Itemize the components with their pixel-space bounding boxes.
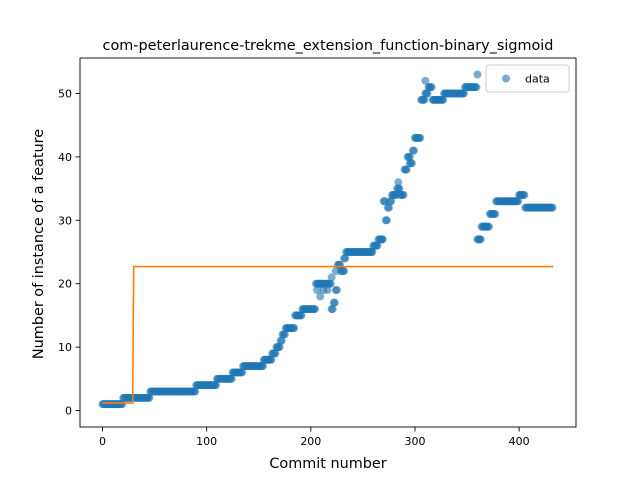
data-point (328, 305, 337, 314)
data-point (310, 305, 319, 314)
data-point (277, 336, 286, 345)
axes-frame (79, 57, 577, 428)
data-point (382, 216, 391, 225)
data-point (340, 267, 349, 276)
y-axis-label: Number of instance of a feature (31, 129, 47, 359)
data-point (514, 197, 523, 206)
data-point (420, 95, 429, 104)
data-point (517, 190, 526, 199)
fit-line (102, 265, 554, 404)
data-point (387, 197, 396, 206)
data-point (377, 235, 386, 244)
data-point (423, 89, 432, 98)
data-point (327, 273, 336, 282)
x-tick-label: 300 (404, 435, 425, 448)
data-point (373, 241, 382, 250)
x-tick-label: 100 (196, 435, 217, 448)
x-tick-label: 0 (99, 435, 106, 448)
y-tick-label: 40 (58, 151, 72, 164)
data-point (459, 89, 468, 98)
data-point (395, 184, 404, 193)
data-point (439, 95, 448, 104)
y-tick-label: 50 (58, 88, 72, 101)
data-point (472, 83, 481, 92)
data-point (290, 324, 299, 333)
data-point (394, 178, 403, 187)
y-tick-label: 20 (58, 278, 72, 291)
data-point (405, 159, 414, 168)
data-point (280, 330, 289, 339)
data-point (331, 267, 340, 276)
data-point (258, 362, 267, 371)
legend-box (485, 64, 570, 93)
x-axis-label: Commit number (269, 456, 386, 472)
data-point (341, 254, 350, 263)
legend-label: data (525, 73, 550, 86)
data-point (332, 286, 341, 295)
data-point (227, 374, 236, 383)
data-point (323, 286, 332, 295)
legend: data (485, 64, 570, 93)
data-point (330, 298, 339, 307)
data-point (271, 349, 280, 358)
data-point (384, 203, 393, 212)
data-point (548, 203, 557, 212)
data-point (427, 83, 436, 92)
data-point (267, 355, 276, 364)
data-point (367, 248, 376, 257)
y-tick-label: 10 (58, 341, 72, 354)
y-tick-label: 0 (65, 405, 72, 418)
data-point (297, 311, 306, 320)
data-point (399, 190, 408, 199)
data-point (313, 286, 322, 295)
data-point (491, 209, 500, 218)
axes: 0 100 200 300 400 0 10 20 30 40 50 (58, 57, 577, 448)
x-tick-label: 200 (300, 435, 321, 448)
data-point (409, 146, 418, 155)
data-point (475, 235, 484, 244)
data-point (481, 222, 490, 231)
data-point (405, 152, 414, 161)
y-tick-label: 30 (58, 214, 72, 227)
data-point (416, 133, 425, 142)
data-point (326, 279, 335, 288)
data-point (275, 343, 284, 352)
data-point (316, 292, 325, 301)
legend-marker (502, 74, 510, 83)
data-point (191, 387, 200, 396)
x-tick-label: 400 (509, 435, 530, 448)
chart-title: com-peterlaurence-trekme_extension_funct… (103, 38, 554, 54)
data-point (212, 381, 221, 390)
data-point (402, 165, 411, 174)
data-point (421, 76, 430, 85)
data-point (145, 393, 154, 402)
plot-area (98, 70, 557, 409)
data-point (473, 70, 482, 79)
data-point (500, 197, 509, 206)
data-point (238, 368, 247, 377)
